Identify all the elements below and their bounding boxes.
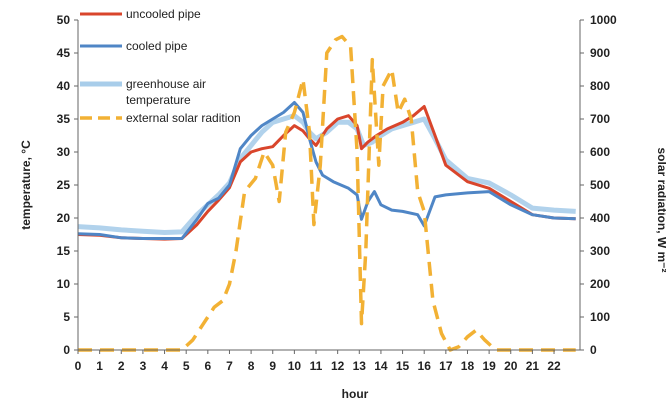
- left-y-tick-label: 0: [63, 343, 70, 357]
- right-y-tick-label: 1000: [590, 13, 617, 27]
- series-line-external-solar-radition: [78, 34, 576, 352]
- left-y-tick-label: 40: [57, 79, 71, 93]
- left-y-tick-label: 25: [57, 178, 71, 192]
- right-y-tick-label: 800: [590, 79, 610, 93]
- x-tick-label: 2: [118, 359, 125, 373]
- x-tick-label: 11: [310, 359, 323, 373]
- left-y-axis-label: temperature, °C: [19, 140, 33, 230]
- x-tick-label: 4: [161, 359, 168, 373]
- right-y-tick-label: 300: [590, 244, 610, 258]
- x-tick-label: 1: [96, 359, 103, 373]
- x-tick-label: 7: [226, 359, 233, 373]
- legend-label: uncooled pipe: [126, 7, 201, 21]
- x-tick-label: 17: [439, 359, 453, 373]
- series-layer: [77, 34, 576, 352]
- right-y-axis-label: solar radiation, W m⁻²: [655, 147, 666, 272]
- x-tick-label: 13: [353, 359, 367, 373]
- series-line-greenhouse-air-temperature: [77, 113, 576, 235]
- x-axis-label: hour: [342, 387, 369, 401]
- left-y-tick-label: 50: [57, 13, 71, 27]
- legend-label: external solar radition: [126, 111, 241, 125]
- legend-label: cooled pipe: [126, 39, 188, 53]
- right-y-tick-label: 0: [590, 343, 597, 357]
- right-y-tick-label: 600: [590, 145, 610, 159]
- x-tick-label: 5: [183, 359, 190, 373]
- x-tick-labels: 0 1 2 3 4 5 6 7 8 9 10 11 12 13 14 15 16 17 18 19 20 21 22: [75, 350, 561, 373]
- right-y-tick-label: 900: [590, 46, 610, 60]
- right-y-tick-label: 700: [590, 112, 610, 126]
- left-y-tick-labels: 0 5 10 15 20 25 30 35 40 45 50: [57, 13, 78, 357]
- left-y-tick-label: 10: [57, 277, 71, 291]
- right-y-tick-label: 200: [590, 277, 610, 291]
- right-y-tick-labels: 0 100 200 300 400 500 600 700 800 900 1000: [580, 13, 617, 357]
- x-tick-label: 14: [374, 359, 388, 373]
- x-tick-label: 6: [204, 359, 211, 373]
- x-tick-label: 19: [482, 359, 496, 373]
- x-tick-label: 10: [288, 359, 302, 373]
- x-tick-label: 9: [269, 359, 276, 373]
- right-y-tick-label: 100: [590, 310, 610, 324]
- axes: [77, 20, 581, 351]
- x-tick-label: 18: [461, 359, 475, 373]
- legend-label: greenhouse air temperature: [126, 77, 206, 107]
- left-y-tick-label: 35: [57, 112, 71, 126]
- left-y-tick-label: 30: [57, 145, 71, 159]
- legend: uncooled pipe cooled pipe greenhouse air te…: [80, 7, 241, 125]
- x-tick-label: 16: [418, 359, 432, 373]
- x-tick-label: 8: [248, 359, 255, 373]
- left-y-tick-label: 5: [63, 310, 70, 324]
- x-tick-label: 0: [75, 359, 82, 373]
- right-y-tick-label: 500: [590, 178, 610, 192]
- x-tick-label: 15: [396, 359, 410, 373]
- x-tick-label: 12: [331, 359, 345, 373]
- left-y-tick-label: 20: [57, 211, 71, 225]
- left-y-tick-label: 15: [57, 244, 71, 258]
- x-tick-label: 21: [526, 359, 540, 373]
- x-tick-label: 20: [504, 359, 518, 373]
- right-y-tick-label: 400: [590, 211, 610, 225]
- left-y-tick-label: 45: [57, 46, 71, 60]
- x-tick-label: 22: [547, 359, 561, 373]
- series-line-cooled-pipe: [77, 101, 576, 240]
- series-line-uncooled-pipe: [77, 105, 576, 241]
- x-tick-label: 3: [140, 359, 147, 373]
